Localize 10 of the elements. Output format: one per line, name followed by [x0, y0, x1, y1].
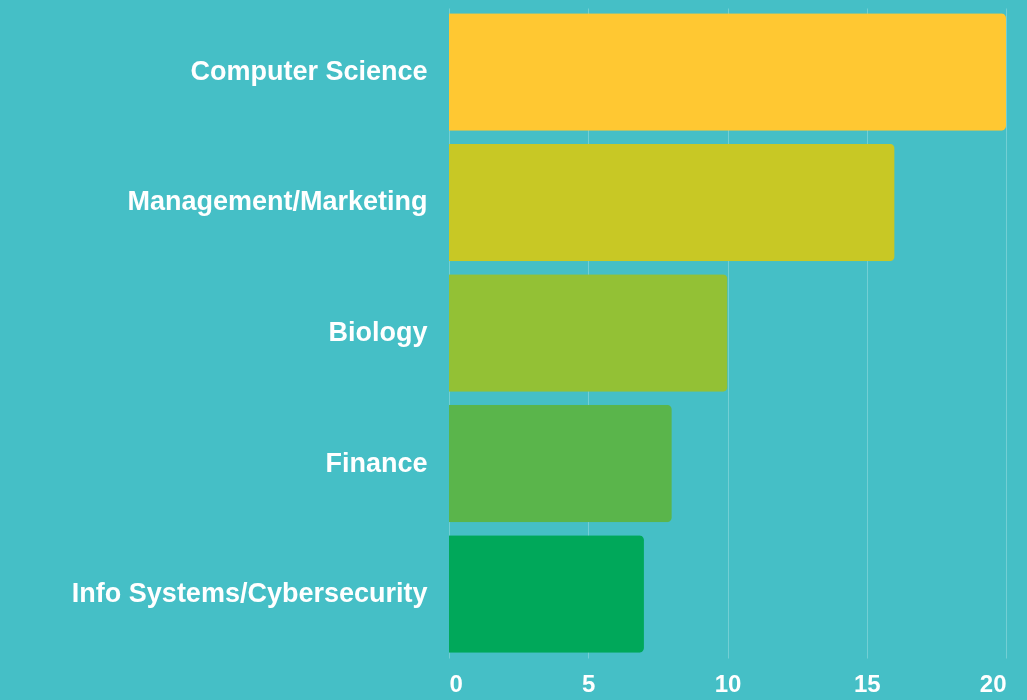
x-tick-label: 15: [853, 669, 881, 697]
x-tick-label: 10: [714, 669, 742, 697]
y-tick-label: Computer Science: [190, 55, 428, 86]
x-tick-label: 20: [979, 669, 1007, 697]
x-tick-label: 5: [582, 669, 596, 697]
x-tick-label: 0: [449, 669, 463, 697]
y-tick-label: Biology: [328, 317, 428, 347]
y-tick-label: Info Systems/Cybersecurity: [71, 578, 428, 609]
y-tick-label: Finance: [325, 447, 428, 478]
y-tick-label: Management/Marketing: [127, 186, 428, 217]
